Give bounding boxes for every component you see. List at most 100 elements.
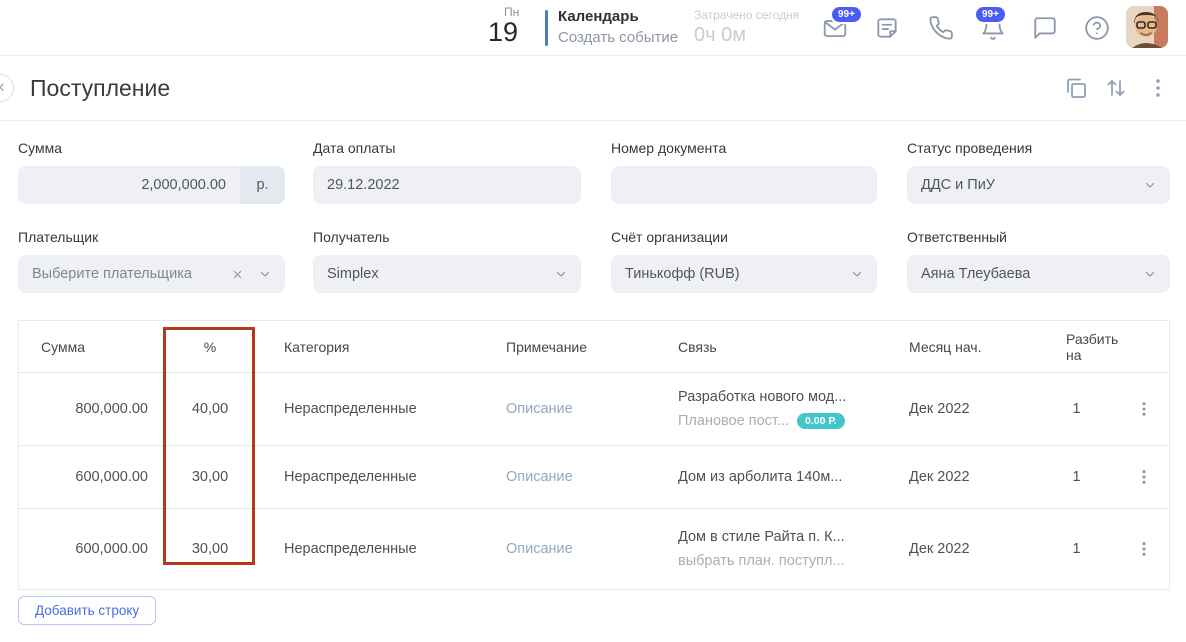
org-account-value: Тинькофф (RUB) (625, 266, 740, 282)
col-header-month: Месяц нач. (909, 338, 982, 355)
cell-split[interactable]: 1 (1072, 541, 1081, 557)
col-header-category: Категория (284, 338, 350, 355)
col-header-note: Примечание (506, 338, 588, 355)
document-number-input[interactable] (611, 166, 877, 204)
amount-input[interactable]: 2,000,000.00 р. (18, 166, 285, 204)
cell-menu (1119, 468, 1169, 486)
cell-amount[interactable]: 600,000.00 (75, 469, 148, 485)
time-spent-value: 0ч 0м (694, 24, 746, 46)
cell-note[interactable]: Описание (506, 541, 573, 557)
cell-note[interactable]: Описание (506, 469, 573, 485)
amount-value: 2,000,000.00 (141, 177, 226, 193)
field-recipient: Получатель Simplex (313, 229, 581, 293)
kebab-menu-icon[interactable] (1146, 76, 1166, 100)
amount-pill[interactable]: 0.00 Р. (797, 412, 845, 430)
mail-badge: 99+ (830, 5, 863, 24)
link-title[interactable]: Дом из арболита 140м... (678, 469, 843, 485)
field-label: Номер документа (611, 140, 727, 156)
field-label: Сумма (18, 140, 62, 156)
link-subtitle-text: выбрать план. поступл... (678, 553, 845, 569)
cell-note[interactable]: Описание (506, 401, 573, 417)
cell-split[interactable]: 1 (1072, 469, 1081, 485)
cell-percent[interactable]: 30,00 (191, 541, 229, 557)
row-kebab-menu-icon[interactable] (1135, 540, 1153, 558)
table-row: 800,000.00 40,00 Нераспределенные Описан… (19, 373, 1169, 446)
col-header-link: Связь (678, 338, 717, 355)
sort-arrows-icon[interactable] (1104, 76, 1128, 100)
cell-month[interactable]: Дек 2022 (909, 541, 970, 557)
link-title[interactable]: Дом в стиле Райта п. К... (678, 529, 845, 545)
time-spent: Затрачено сегодня 0ч 0м (694, 8, 799, 47)
notifications-badge: 99+ (974, 5, 1007, 24)
calendar-widget: Календарь Создать событие (558, 8, 678, 46)
cell-split[interactable]: 1 (1072, 401, 1081, 417)
chevron-down-icon (555, 268, 567, 280)
cell-percent[interactable]: 30,00 (191, 469, 229, 485)
currency-suffix: р. (240, 166, 285, 204)
cell-category[interactable]: Нераспределенные (284, 541, 417, 557)
table-row: 600,000.00 30,00 Нераспределенные Описан… (19, 509, 1169, 589)
row-kebab-menu-icon[interactable] (1135, 400, 1153, 418)
note-icon[interactable] (874, 15, 900, 41)
phone-icon[interactable] (928, 15, 954, 41)
link-subtitle[interactable]: Плановое пост... 0.00 Р. (678, 412, 899, 430)
top-bar: Пн 19 Календарь Создать событие Затрачен… (0, 0, 1186, 56)
field-label: Статус проведения (907, 140, 1033, 156)
responsible-value: Аяна Тлеубаева (921, 266, 1031, 282)
calendar-weekday: Пн (504, 5, 520, 19)
status-value: ДДС и ПиУ (921, 177, 996, 193)
cell-link: Дом в стиле Райта п. К... выбрать план. … (659, 529, 899, 569)
add-row-button[interactable]: Добавить строку (18, 596, 157, 625)
cell-month[interactable]: Дек 2022 (909, 401, 970, 417)
avatar[interactable] (1126, 6, 1168, 48)
chevron-down-icon (259, 268, 271, 280)
copy-icon[interactable] (1064, 76, 1088, 100)
col-header-percent: % (203, 338, 217, 355)
col-header-amount: Сумма (41, 338, 85, 355)
cell-menu (1119, 400, 1169, 418)
field-status: Статус проведения ДДС и ПиУ (907, 140, 1170, 204)
row-kebab-menu-icon[interactable] (1135, 468, 1153, 486)
time-spent-label: Затрачено сегодня (694, 8, 800, 22)
cell-percent[interactable]: 40,00 (191, 401, 229, 417)
field-label: Дата оплаты (313, 140, 396, 156)
recipient-value: Simplex (327, 266, 379, 282)
field-label: Получатель (313, 229, 390, 245)
link-title[interactable]: Разработка нового мод... (678, 388, 847, 405)
payer-select[interactable]: Выберите плательщика (18, 255, 285, 293)
create-event-link[interactable]: Создать событие (558, 29, 679, 46)
payment-date-input[interactable]: 29.12.2022 (313, 166, 581, 204)
cell-category[interactable]: Нераспределенные (284, 469, 417, 485)
cell-link: Дом из арболита 140м... (659, 469, 899, 485)
cell-amount[interactable]: 800,000.00 (75, 401, 148, 417)
chat-icon[interactable] (1032, 15, 1058, 41)
field-amount: Сумма 2,000,000.00 р. (18, 140, 285, 204)
close-icon[interactable]: ✕ (0, 74, 14, 102)
calendar-divider (545, 10, 548, 46)
cell-category[interactable]: Нераспределенные (284, 401, 417, 417)
field-label: Плательщик (18, 229, 99, 245)
field-label: Счёт организации (611, 229, 728, 245)
field-payer: Плательщик Выберите плательщика (18, 229, 285, 293)
cell-month[interactable]: Дек 2022 (909, 469, 970, 485)
page-title: Поступление (30, 75, 171, 101)
payer-placeholder: Выберите плательщика (32, 266, 192, 282)
calendar-date[interactable]: Пн 19 (488, 5, 540, 46)
cell-amount[interactable]: 600,000.00 (75, 541, 148, 557)
link-subtitle-text: Плановое пост... (678, 413, 790, 429)
clear-icon[interactable] (232, 269, 243, 280)
field-payment-date: Дата оплаты 29.12.2022 (313, 140, 581, 204)
responsible-select[interactable]: Аяна Тлеубаева (907, 255, 1170, 293)
org-account-select[interactable]: Тинькофф (RUB) (611, 255, 877, 293)
recipient-select[interactable]: Simplex (313, 255, 581, 293)
field-label: Ответственный (907, 229, 1007, 245)
status-select[interactable]: ДДС и ПиУ (907, 166, 1170, 204)
calendar-day: 19 (488, 17, 519, 47)
col-header-split: Разбить на (1066, 330, 1119, 363)
help-icon[interactable] (1084, 15, 1110, 41)
cell-menu (1119, 540, 1169, 558)
calendar-link[interactable]: Календарь (558, 8, 639, 25)
chevron-down-icon (1144, 268, 1156, 280)
link-subtitle[interactable]: выбрать план. поступл... (678, 553, 899, 569)
